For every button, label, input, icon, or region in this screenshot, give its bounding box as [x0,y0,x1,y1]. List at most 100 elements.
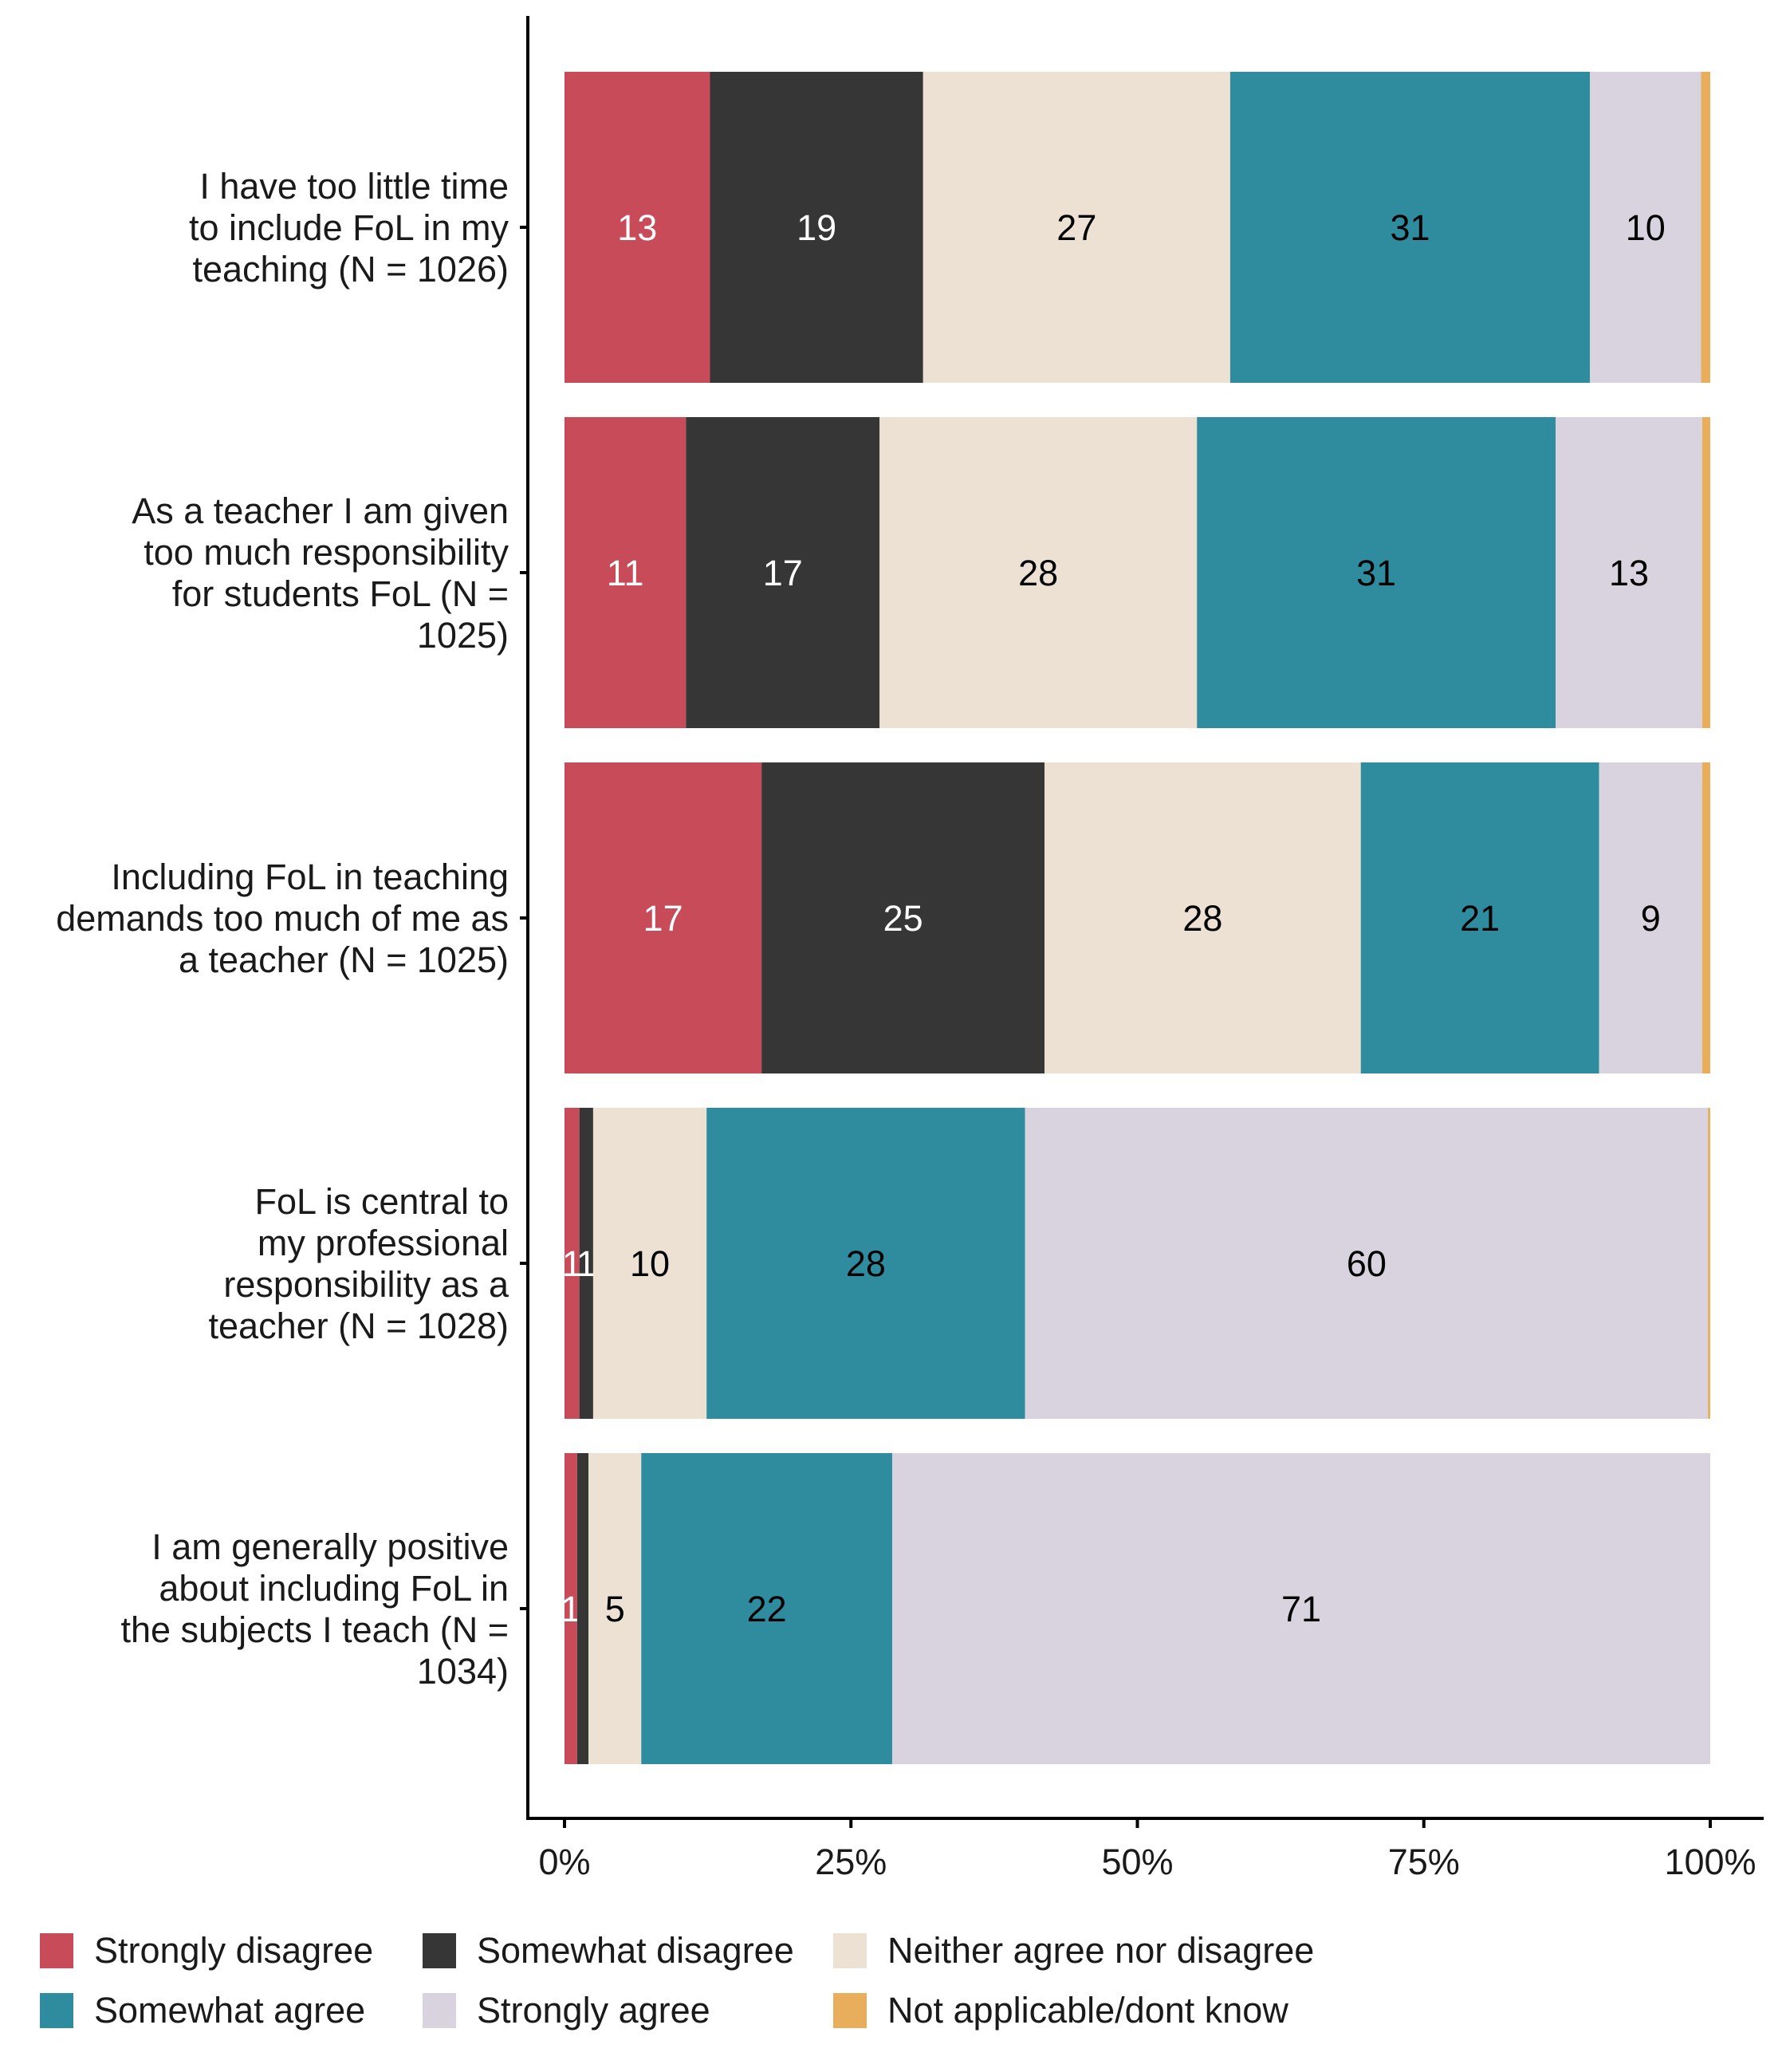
category-label-line: I am generally positive [151,1526,509,1567]
bar-segment [592,1108,707,1419]
data-label: 13 [617,207,657,248]
data-label: 1 [576,1243,596,1284]
legend-item-neither: Neither agree nor disagree [833,1930,1314,1972]
category-label-line: teacher (N = 1028) [209,1306,509,1346]
x-tick-label: 75% [1388,1842,1460,1882]
category-label-line: 1034) [417,1651,509,1692]
x-tick-label: 100% [1664,1842,1756,1882]
bar-segment [1360,762,1599,1073]
bar-segment [1197,417,1556,728]
category-label-line: FoL is central to [255,1181,509,1222]
legend-swatch [40,1932,73,1968]
data-label: 17 [643,898,683,939]
bar-segment [686,417,880,728]
bar-segment [565,417,686,728]
data-label: 1 [562,1243,582,1284]
data-label: 25 [883,898,923,939]
bar-segment [761,762,1045,1073]
bar-segment [891,1453,1710,1764]
category-label-line: about including FoL in [159,1568,509,1609]
data-label: 21 [1460,898,1500,939]
data-label: 17 [763,553,803,593]
data-label: 13 [1609,553,1649,593]
x-tick-label: 50% [1101,1842,1173,1882]
bar-segment [576,1453,589,1764]
data-label: 10 [1626,207,1666,248]
data-label: 71 [1281,1589,1321,1629]
bar-segment [1701,417,1710,728]
x-axis: 0% 25% 50% 75% 100% [526,1817,1764,1882]
category-label-line: demands too much of me as [56,898,509,939]
bar-segment [1701,762,1710,1073]
legend-swatch [423,1992,456,2028]
data-label: 19 [797,207,836,248]
legend-item-strongly-agree: Strongly agree [423,1990,833,2031]
data-label: 22 [747,1589,787,1629]
bar-segment [565,1108,580,1419]
legend-swatch [833,1992,867,2028]
bar-segment [588,1453,642,1764]
category-label-line: As a teacher I am given [132,490,509,531]
legend-label: Somewhat agree [94,1989,366,2031]
category-label: I am generally positive about including F… [121,1526,509,1692]
data-label: 31 [1390,207,1430,248]
bar-segment [641,1453,892,1764]
category-label: FoL is central to my professional responsi… [209,1181,509,1346]
category-label-line: I have too little time [199,166,509,207]
bar-segment [710,72,923,383]
category-label-line: 1025) [417,615,509,656]
category-label-line: Including FoL in teaching [111,857,509,897]
x-tick-label: 0% [538,1842,590,1882]
category-label: Including FoL in teaching demands too muc… [56,857,509,980]
bar-segment [1229,72,1591,383]
bar-segment [879,417,1198,728]
bar-segment [706,1108,1025,1419]
data-label: 11 [607,553,644,593]
category-label-line: for students FoL (N = [172,573,509,614]
bar-segment [1590,72,1701,383]
legend-item-strongly-disagree: Strongly disagree [40,1930,423,1972]
data-label: 28 [846,1243,886,1284]
data-label: 10 [630,1243,670,1284]
bar-segment [579,1108,593,1419]
category-label-line: teaching (N = 1026) [193,249,509,290]
data-label: 28 [1018,553,1058,593]
legend: Strongly disagree Somewhat disagree Neit… [40,1920,1475,2040]
bar-segment [1599,762,1702,1073]
legend-label: Strongly disagree [94,1929,374,1971]
data-label: 9 [1641,898,1661,939]
category-label-line: responsibility as a [223,1264,509,1305]
legend-row: Somewhat agree Strongly agree Not applic… [40,1980,1475,2040]
legend-swatch [40,1992,73,2028]
legend-row: Strongly disagree Somewhat disagree Neit… [40,1920,1475,1980]
data-label: 5 [605,1589,625,1629]
legend-item-somewhat-agree: Somewhat agree [40,1990,423,2031]
bar-segment [565,72,710,383]
category-label-line: the subjects I teach (N = [121,1609,509,1650]
legend-item-somewhat-disagree: Somewhat disagree [423,1930,833,1972]
bar-segment [1025,1108,1709,1419]
legend-swatch [833,1932,867,1968]
bar-segment [565,762,762,1073]
bar-segment [565,1453,577,1764]
bar-segment [1044,762,1361,1073]
category-label-line: too much responsibility [144,532,509,573]
data-label: 31 [1356,553,1396,593]
legend-label: Neither agree nor disagree [887,1929,1315,1971]
legend-label: Somewhat disagree [477,1929,794,1971]
category-label-line: a teacher (N = 1025) [179,939,509,980]
y-axis: I have too little time to include FoL in … [56,16,529,1820]
bar-segment [1701,72,1710,383]
bar-segment [1708,1108,1710,1419]
data-label: 60 [1347,1243,1387,1284]
data-label: 27 [1056,207,1096,248]
bar-segment [923,72,1230,383]
legend-label: Strongly agree [477,1989,710,2031]
legend-swatch [423,1932,456,1968]
legend-label: Not applicable/dont know [887,1989,1288,2031]
category-label: As a teacher I am given too much responsi… [132,490,509,656]
x-tick-label: 25% [815,1842,887,1882]
category-label-line: my professional [258,1223,509,1263]
